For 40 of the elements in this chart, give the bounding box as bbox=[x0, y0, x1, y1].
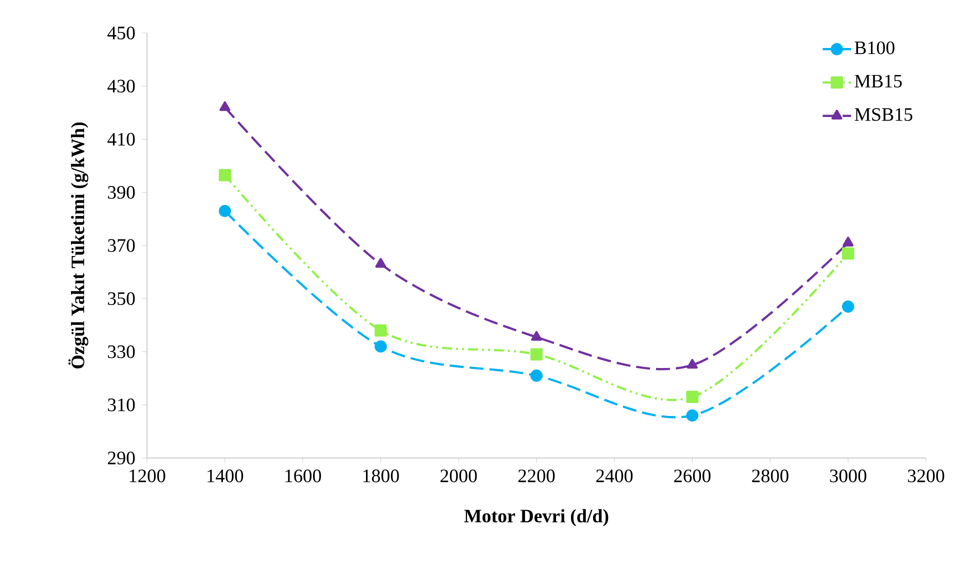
x-axis-title: Motor Devri (d/d) bbox=[464, 509, 608, 526]
y-tick-label: 330 bbox=[108, 345, 135, 358]
x-tick-label: 2200 bbox=[518, 470, 555, 482]
y-tick-label: 290 bbox=[108, 452, 135, 464]
legend-label: MB15 bbox=[854, 74, 902, 88]
y-tick-label: 310 bbox=[108, 398, 135, 412]
point bbox=[686, 409, 698, 422]
legend-label: B100 bbox=[854, 41, 894, 54]
point bbox=[842, 300, 854, 313]
point bbox=[375, 258, 386, 268]
point bbox=[374, 324, 387, 337]
x-tick-label: 1400 bbox=[208, 470, 244, 482]
point bbox=[218, 169, 231, 182]
point bbox=[842, 236, 854, 246]
y-tick-label: 450 bbox=[107, 26, 135, 40]
x-tick-label: 2400 bbox=[596, 470, 633, 482]
point bbox=[686, 390, 698, 403]
x-tick-label: 1600 bbox=[286, 470, 321, 482]
x-tick-label: 1800 bbox=[363, 470, 399, 482]
point bbox=[686, 358, 698, 369]
x-tick-label: 1200 bbox=[130, 470, 166, 482]
point bbox=[530, 348, 543, 360]
point bbox=[842, 247, 854, 260]
legend-label: MSB15 bbox=[854, 108, 912, 121]
y-tick-label: 430 bbox=[107, 80, 135, 93]
point bbox=[218, 204, 231, 218]
y-tick-label: 390 bbox=[108, 186, 135, 199]
x-tick-label: 3000 bbox=[830, 470, 866, 482]
point bbox=[531, 331, 542, 341]
y-tick-label: 370 bbox=[108, 239, 135, 252]
y-tick-label: 410 bbox=[107, 132, 135, 146]
x-tick-label: 2000 bbox=[440, 470, 477, 482]
x-tick-label: 2800 bbox=[752, 470, 788, 482]
x-tick-label: 3200 bbox=[908, 470, 944, 482]
x-tick-label: 2600 bbox=[674, 470, 711, 482]
point bbox=[374, 340, 387, 353]
point bbox=[530, 370, 543, 382]
y-axis-title: Özgül Yakıt Tüketimi (g/kWh) bbox=[68, 122, 88, 368]
y-tick-label: 350 bbox=[108, 292, 135, 306]
point bbox=[219, 101, 230, 111]
